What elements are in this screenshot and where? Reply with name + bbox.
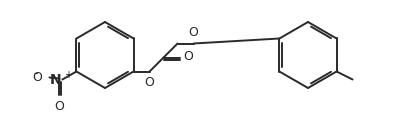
Text: O: O [184,50,194,63]
Text: N: N [50,72,61,86]
Text: +: + [65,69,72,80]
Text: O: O [55,100,65,112]
Text: -: - [33,67,37,80]
Text: O: O [188,26,198,38]
Text: O: O [145,76,154,89]
Text: O: O [32,71,42,84]
